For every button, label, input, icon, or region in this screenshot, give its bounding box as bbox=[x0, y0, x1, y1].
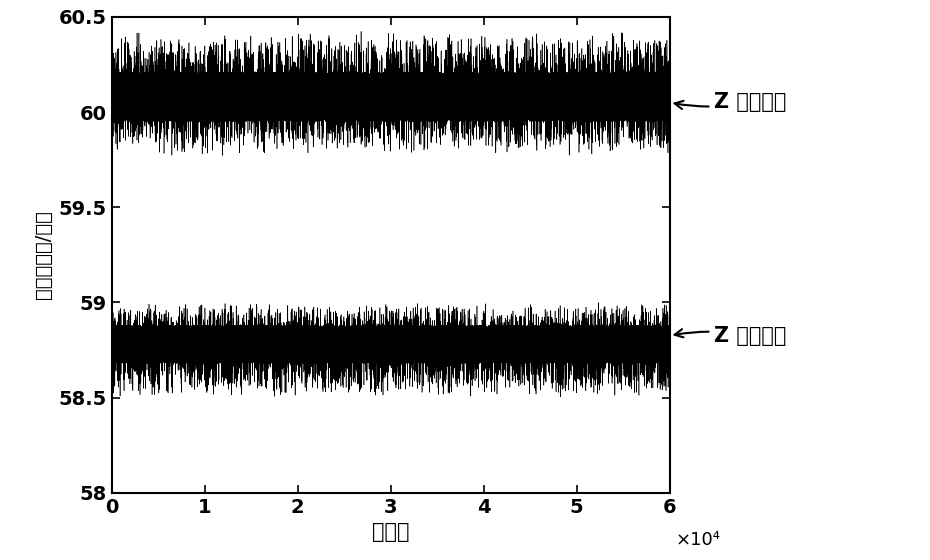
Text: Z 轴补唇后: Z 轴补唇后 bbox=[674, 92, 787, 113]
Text: Z 轴补唇前: Z 轴补唇前 bbox=[674, 326, 787, 346]
Text: ×10⁴: ×10⁴ bbox=[675, 531, 720, 549]
Y-axis label: 角速度（度/秒）: 角速度（度/秒） bbox=[33, 211, 53, 299]
X-axis label: 采样点: 采样点 bbox=[372, 522, 409, 542]
